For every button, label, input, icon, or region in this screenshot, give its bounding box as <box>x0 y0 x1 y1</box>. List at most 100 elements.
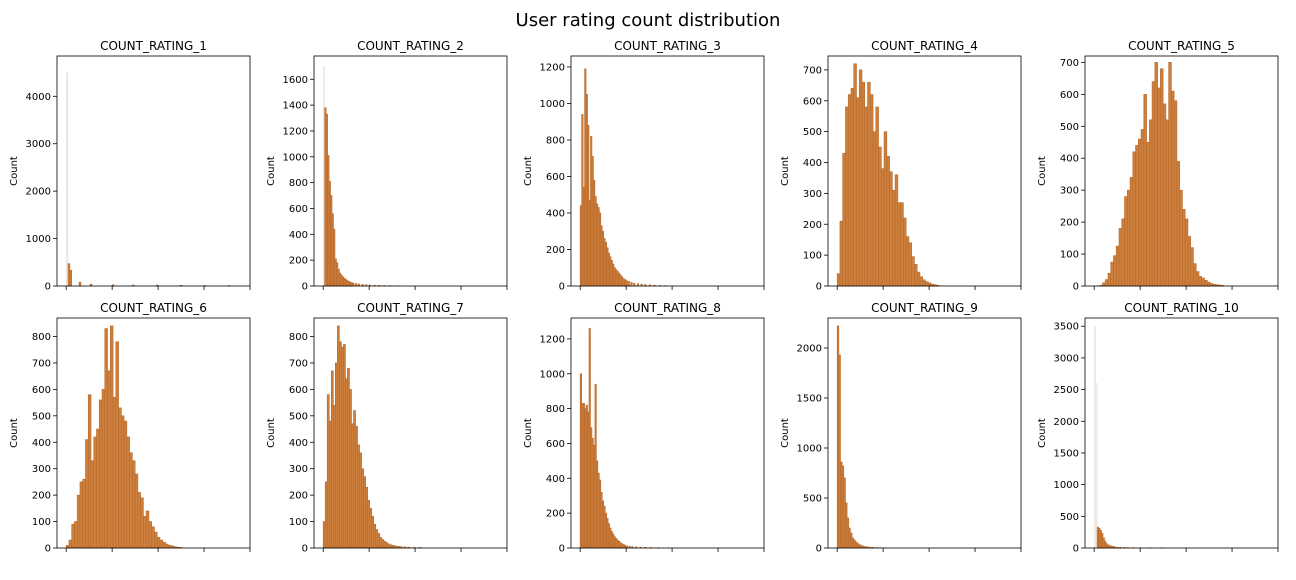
y-tick-label: 1600 <box>283 75 308 86</box>
histogram-bar <box>634 283 635 286</box>
histogram-bar <box>108 371 111 548</box>
histogram-bar <box>80 482 83 548</box>
y-tick-label: 200 <box>546 245 565 256</box>
histogram-bar <box>370 508 372 548</box>
histogram-bar <box>1180 190 1183 286</box>
axes-frame <box>57 56 250 286</box>
histogram-bar <box>1163 104 1166 286</box>
y-tick-label: 700 <box>32 358 51 369</box>
y-tick-label: 500 <box>803 494 822 505</box>
subplot-title: COUNT_RATING_7 <box>357 301 464 315</box>
histogram-bar <box>870 95 873 286</box>
histogram-bar <box>160 540 163 548</box>
y-tick-label: 700 <box>289 358 308 369</box>
histogram-bar <box>149 522 152 548</box>
histogram-bar <box>345 379 347 548</box>
histogram-bar <box>119 408 122 548</box>
y-tick-label: 0 <box>1073 282 1079 293</box>
y-tick-label: 400 <box>1060 154 1079 165</box>
histogram-bar <box>341 347 343 548</box>
y-tick-label: 400 <box>803 158 822 169</box>
y-axis-label: Count <box>266 156 277 186</box>
histogram-bar <box>113 397 116 548</box>
histogram-bar <box>1133 152 1136 286</box>
y-tick-label: 600 <box>803 96 822 107</box>
histogram-bar <box>865 107 868 286</box>
y-tick-label: 3500 <box>1054 322 1079 333</box>
y-tick-label: 800 <box>32 332 51 343</box>
histogram-bar <box>143 516 146 548</box>
histogram-bar <box>343 344 345 548</box>
histogram-bar <box>906 237 909 286</box>
y-axis-label: Count <box>780 156 791 186</box>
axes-frame <box>1085 318 1278 548</box>
y-tick-label: 300 <box>32 464 51 475</box>
axes-frame <box>314 56 507 286</box>
histogram-bar <box>74 522 77 548</box>
y-tick-label: 1400 <box>283 101 308 112</box>
subplot-title: COUNT_RATING_5 <box>1128 39 1235 53</box>
histogram-bar <box>1096 383 1097 548</box>
histogram-bar <box>1182 209 1185 286</box>
y-axis-label: Count <box>9 418 20 448</box>
histogram-bar <box>121 416 124 548</box>
y-axis-label: Count <box>523 156 534 186</box>
y-tick-label: 800 <box>546 404 565 415</box>
subplot-title: COUNT_RATING_6 <box>100 301 207 315</box>
histogram-bar <box>1136 145 1139 286</box>
histogram-bar <box>360 453 362 548</box>
y-tick-label: 600 <box>289 204 308 215</box>
histogram-bar <box>1111 262 1114 286</box>
subplot-title: COUNT_RATING_2 <box>357 39 464 53</box>
histogram-bar <box>358 445 360 548</box>
y-tick-label: 2000 <box>26 187 51 198</box>
histogram-bar <box>1102 283 1105 286</box>
histogram-bar <box>337 326 339 548</box>
histogram-bar <box>1160 69 1163 286</box>
histogram-bar <box>66 73 68 286</box>
histogram-bar <box>352 424 354 548</box>
subplot-10: COUNT_RATING_100500100015002000250030003… <box>1037 301 1278 555</box>
y-tick-label: 0 <box>45 282 51 293</box>
histogram-bar <box>327 395 329 548</box>
y-tick-label: 1000 <box>540 99 565 110</box>
histogram-bar <box>876 107 879 286</box>
y-tick-label: 400 <box>546 208 565 219</box>
histogram-bar <box>1152 82 1155 286</box>
histogram-bar <box>903 218 906 286</box>
histogram-bar <box>845 107 848 286</box>
histogram-bar <box>79 282 81 286</box>
histogram-bar <box>154 532 157 548</box>
y-tick-label: 600 <box>32 385 51 396</box>
histogram-bar <box>848 95 851 286</box>
histogram-bar <box>1147 142 1150 286</box>
y-tick-label: 100 <box>803 251 822 262</box>
y-tick-label: 600 <box>1060 90 1079 101</box>
y-tick-label: 1200 <box>540 334 565 345</box>
histogram-bar <box>843 153 846 286</box>
histogram-bar <box>868 82 871 286</box>
y-axis-label: Count <box>1037 156 1048 186</box>
y-tick-label: 1000 <box>283 152 308 163</box>
y-tick-label: 400 <box>289 438 308 449</box>
histogram-bar <box>881 169 884 286</box>
histogram-bar <box>331 371 333 548</box>
histogram-bar <box>368 500 370 548</box>
y-tick-label: 400 <box>546 474 565 485</box>
y-axis-label: Count <box>9 156 20 186</box>
y-tick-label: 300 <box>803 189 822 200</box>
histogram-bar <box>116 342 119 548</box>
y-tick-label: 3000 <box>26 139 51 150</box>
histogram-bar <box>83 479 86 548</box>
histogram-bar <box>333 405 335 548</box>
histogram-bar <box>892 190 895 286</box>
y-tick-label: 500 <box>1060 512 1079 523</box>
histogram-bar <box>105 329 108 548</box>
histogram-bar <box>1125 197 1128 286</box>
histogram-bar <box>1177 161 1180 286</box>
